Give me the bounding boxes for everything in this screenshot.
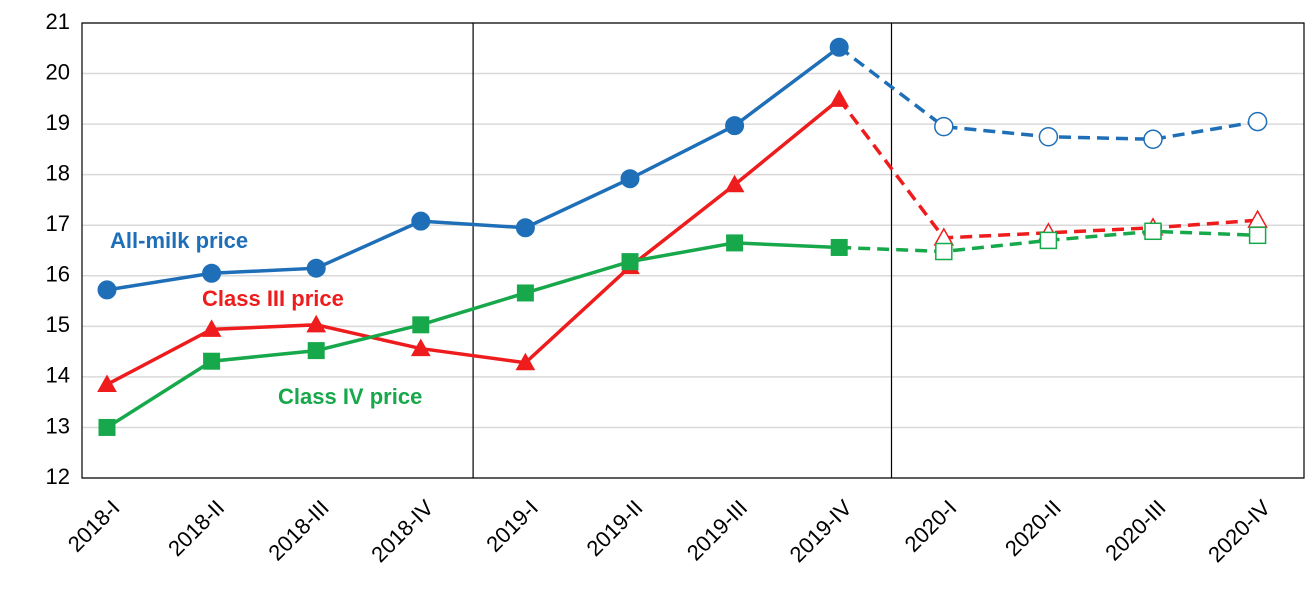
marker xyxy=(621,253,639,271)
marker xyxy=(97,374,117,392)
x-tick-label: 2019-I xyxy=(481,495,543,557)
marker xyxy=(829,89,850,107)
series-line xyxy=(106,241,840,429)
marker xyxy=(1247,111,1268,132)
marker xyxy=(515,218,535,238)
y-tick-label: 14 xyxy=(46,363,70,388)
marker xyxy=(307,342,325,360)
series-label: All-milk price xyxy=(110,228,248,253)
marker xyxy=(1143,129,1163,150)
marker xyxy=(934,116,954,137)
forecast-line xyxy=(837,98,1258,240)
y-tick-label: 17 xyxy=(46,211,70,236)
marker xyxy=(306,314,327,333)
marker xyxy=(410,338,431,357)
marker xyxy=(97,280,117,300)
marker xyxy=(98,418,116,436)
series-line xyxy=(106,45,841,292)
y-tick-label: 19 xyxy=(46,110,70,135)
y-tick-label: 21 xyxy=(46,9,70,34)
x-tick-label: 2020-I xyxy=(900,495,962,557)
marker xyxy=(411,211,431,231)
marker xyxy=(620,169,640,189)
y-tick-label: 12 xyxy=(46,464,70,489)
marker xyxy=(306,258,326,278)
x-tick-label: 2020-II xyxy=(1000,495,1066,561)
series-line xyxy=(106,97,841,387)
marker xyxy=(1039,231,1058,250)
marker xyxy=(1038,127,1059,147)
marker xyxy=(1144,222,1162,241)
series-label: Class IV price xyxy=(278,384,422,409)
marker xyxy=(515,352,536,371)
y-tick-label: 16 xyxy=(46,262,70,287)
x-tick-label: 2019-IV xyxy=(785,495,857,567)
marker xyxy=(201,319,222,337)
marker xyxy=(516,284,534,302)
marker xyxy=(1248,226,1267,245)
marker xyxy=(202,263,222,283)
marker xyxy=(830,238,848,256)
y-tick-label: 18 xyxy=(46,160,70,185)
series-label: Class III price xyxy=(202,286,344,311)
x-tick-label: 2018-III xyxy=(263,495,333,565)
marker xyxy=(724,174,745,193)
x-tick-label: 2018-II xyxy=(163,495,229,561)
x-tick-label: 2018-IV xyxy=(366,495,438,567)
y-tick-label: 15 xyxy=(46,312,70,337)
marker xyxy=(203,352,221,370)
x-tick-label: 2020-IV xyxy=(1203,495,1275,567)
forecast-line xyxy=(838,45,1258,142)
y-tick-label: 13 xyxy=(46,413,70,438)
marker xyxy=(725,116,745,136)
marker xyxy=(935,242,953,261)
plot-frame xyxy=(81,22,1305,479)
x-tick-label: 2019-III xyxy=(682,495,752,565)
marker xyxy=(726,234,744,252)
x-tick-label: 2018-I xyxy=(63,495,125,557)
x-tick-label: 2019-II xyxy=(582,495,648,561)
marker xyxy=(412,316,430,334)
marker xyxy=(829,37,849,57)
x-tick-label: 2020-III xyxy=(1100,495,1170,565)
y-tick-label: 20 xyxy=(46,59,70,84)
